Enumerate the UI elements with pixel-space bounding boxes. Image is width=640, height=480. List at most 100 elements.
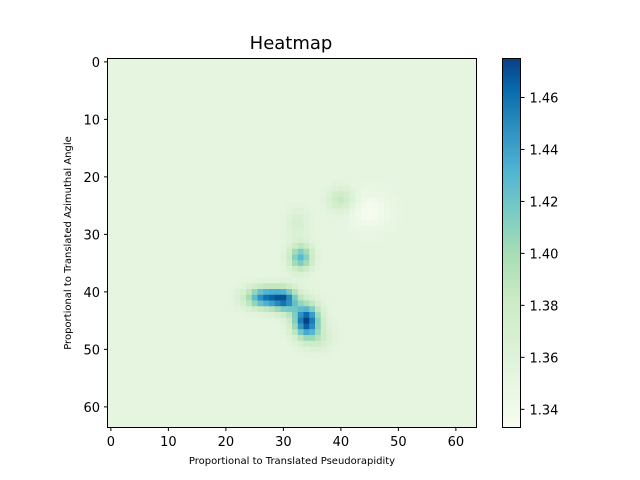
heatmap-cell [119,133,126,140]
heatmap-cell [384,317,391,324]
heatmap-cell [286,346,293,353]
heatmap-cell [407,404,414,411]
heatmap-cell [148,156,155,163]
heatmap-cell [343,392,350,399]
heatmap-cell [136,243,143,250]
heatmap-cell [407,421,414,428]
heatmap-cell [246,202,253,209]
heatmap-cell [326,122,333,129]
heatmap-cell [269,237,276,244]
heatmap-cell [343,294,350,301]
heatmap-cell [194,392,201,399]
heatmap-cell [395,271,402,278]
heatmap-cell [384,168,391,175]
heatmap-cell [401,162,408,169]
heatmap-cell [355,404,362,411]
heatmap-cell [315,208,322,215]
heatmap-cell [194,179,201,186]
heatmap-cell [343,398,350,405]
heatmap-cell [171,156,178,163]
heatmap-cell [125,329,132,336]
heatmap-cell [177,185,184,192]
heatmap-cell [200,231,207,238]
heatmap-cell [424,208,431,215]
heatmap-cell [424,156,431,163]
heatmap-cell [349,317,356,324]
heatmap-cell [349,145,356,152]
heatmap-cell [257,122,264,129]
heatmap-cell [315,59,322,66]
heatmap-cell [361,82,368,89]
heatmap-cell [315,162,322,169]
heatmap-cell [280,300,287,307]
heatmap-cell [251,197,258,204]
heatmap-cell [355,421,362,428]
heatmap-cell [395,116,402,123]
heatmap-cell [447,99,454,106]
heatmap-cell [136,208,143,215]
heatmap-cell [234,214,241,221]
heatmap-cell [424,260,431,267]
heatmap-cell [458,386,465,393]
heatmap-cell [355,225,362,232]
heatmap-cell [113,156,120,163]
heatmap-cell [251,128,258,135]
heatmap-cell [372,300,379,307]
heatmap-cell [223,312,230,319]
heatmap-cell [355,363,362,370]
heatmap-cell [355,335,362,342]
heatmap-cell [315,168,322,175]
heatmap-cell [407,185,414,192]
heatmap-cell [165,202,172,209]
heatmap-cell [257,70,264,77]
heatmap-cell [378,294,385,301]
heatmap-cell [240,225,247,232]
heatmap-cell [303,375,310,382]
heatmap-cell [274,335,281,342]
heatmap-cell [366,179,373,186]
heatmap-cell [303,404,310,411]
heatmap-cell [108,277,115,284]
heatmap-cell [309,335,316,342]
heatmap-cell [136,231,143,238]
heatmap-cell [395,340,402,347]
heatmap-cell [435,398,442,405]
heatmap-cell [384,225,391,232]
heatmap-cell [326,335,333,342]
heatmap-cell [343,260,350,267]
heatmap-cell [154,191,161,198]
heatmap-cell [182,306,189,313]
heatmap-cell [165,64,172,71]
heatmap-cell [292,369,299,376]
heatmap-cell [240,214,247,221]
heatmap-cell [297,64,304,71]
heatmap-cell [108,363,115,370]
heatmap-cell [171,306,178,313]
heatmap-cell [119,398,126,405]
heatmap-cell [447,352,454,359]
heatmap-cell [297,208,304,215]
heatmap-cell [338,237,345,244]
heatmap-cell [159,197,166,204]
heatmap-cell [412,300,419,307]
heatmap-cell [292,168,299,175]
heatmap-cell [470,358,477,365]
heatmap-cell [384,323,391,330]
heatmap-cell [384,254,391,261]
heatmap-cell [234,116,241,123]
heatmap-cell [458,179,465,186]
heatmap-cell [430,312,437,319]
heatmap-cell [412,254,419,261]
heatmap-cell [338,202,345,209]
heatmap-cell [297,260,304,267]
heatmap-cell [292,358,299,365]
heatmap-cell [148,208,155,215]
heatmap-cell [343,277,350,284]
heatmap-cell [470,122,477,129]
heatmap-cell [234,375,241,382]
heatmap-cell [263,237,270,244]
heatmap-cell [384,237,391,244]
heatmap-cell [148,404,155,411]
heatmap-cell [372,110,379,117]
heatmap-cell [205,306,212,313]
